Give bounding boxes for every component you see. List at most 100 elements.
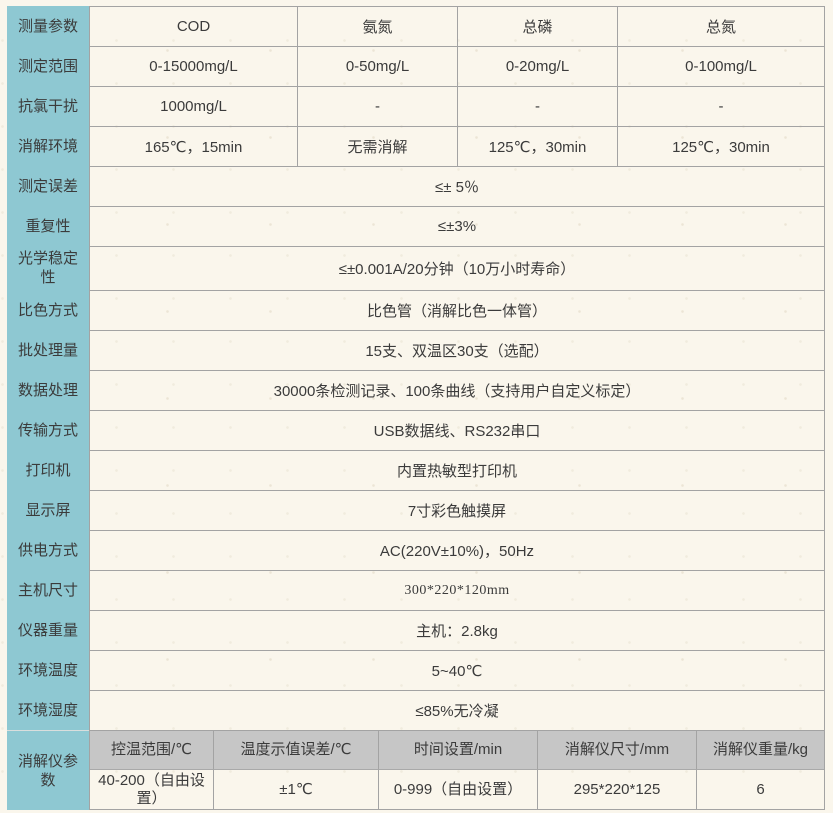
spec-value: 7寸彩色触摸屏 [407, 503, 507, 520]
range-cell-phosphorus: 0-20mg/L [457, 47, 617, 86]
row-ambient-temperature: 环境温度 5~40℃ [7, 650, 825, 690]
digester-value-weight: 6 [696, 770, 824, 809]
range-cell-ammonia: 0-50mg/L [297, 47, 457, 86]
row-content: 300*220*120mm [89, 570, 825, 610]
row-batch-capacity: 批处理量 15支、双温区30支（选配） [7, 330, 825, 370]
digestion-cell-cod: 165℃，15min [144, 139, 243, 156]
row-label: 显示屏 [7, 490, 89, 530]
param-cell-phosphorus: 总磷 [457, 7, 617, 46]
digester-header-time-setting: 时间设置/min [378, 731, 537, 770]
row-repeatability: 重复性 ≤±3% [7, 206, 825, 246]
row-label: 测定范围 [7, 46, 89, 86]
row-label: 重复性 [7, 206, 89, 246]
digester-header-temp-range: 控温范围/℃ [90, 731, 213, 770]
spec-value: ≤± 5％ [435, 179, 479, 196]
row-measure-param: 测量参数 COD 氨氮 总磷 总氮 [7, 6, 825, 46]
row-label: 环境湿度 [7, 690, 89, 730]
spec-value: USB数据线、RS232串口 [373, 423, 541, 440]
digester-header-row: 控温范围/℃ 温度示值误差/℃ 时间设置/min 消解仪尺寸/mm 消解仪重量/… [90, 731, 824, 770]
row-label: 环境温度 [7, 650, 89, 690]
row-content: AC(220V±10%)，50Hz [89, 530, 825, 570]
row-content: 165℃，15min 无需消解 125℃，30min 125℃，30min [89, 126, 825, 166]
row-label: 比色方式 [7, 290, 89, 330]
spec-table: 测量参数 COD 氨氮 总磷 总氮 测定范围 0-15000mg/L 0-50m… [7, 6, 825, 810]
row-range: 测定范围 0-15000mg/L 0-50mg/L 0-20mg/L 0-100… [7, 46, 825, 86]
row-content: 30000条检测记录、100条曲线（支持用户自定义标定） [89, 370, 825, 410]
spec-value: AC(220V±10%)，50Hz [379, 543, 535, 560]
row-digester-params: 消解仪参数 控温范围/℃ 温度示值误差/℃ 时间设置/min 消解仪尺寸/mm … [7, 730, 825, 810]
row-content: 15支、双温区30支（选配） [89, 330, 825, 370]
row-data-processing: 数据处理 30000条检测记录、100条曲线（支持用户自定义标定） [7, 370, 825, 410]
spec-value: 300*220*120mm [404, 582, 510, 598]
chlorine-cell-cod: 1000mg/L [160, 98, 227, 115]
row-content: 比色管（消解比色一体管） [89, 290, 825, 330]
param-cell-ammonia: 氨氮 [297, 7, 457, 46]
row-content: COD 氨氮 总磷 总氮 [89, 6, 825, 46]
digester-values-row: 40-200（自由设置） ±1℃ 0-999（自由设置） 295*220*125… [90, 770, 824, 809]
digestion-cell-nitrogen: 125℃，30min [617, 127, 824, 166]
row-label: 传输方式 [7, 410, 89, 450]
digester-value-size: 295*220*125 [537, 770, 696, 809]
digester-header-weight: 消解仪重量/kg [696, 731, 824, 770]
digester-value-time-setting: 0-999（自由设置） [378, 770, 537, 809]
row-optical-stability: 光学稳定性 ≤±0.001A/20分钟（10万小时寿命） [7, 246, 825, 290]
row-content: 5~40℃ [89, 650, 825, 690]
row-label: 光学稳定性 [7, 246, 89, 290]
row-label: 主机尺寸 [7, 570, 89, 610]
spec-value: 5~40℃ [431, 662, 483, 680]
range-cell-nitrogen: 0-100mg/L [617, 47, 824, 86]
chlorine-cell-ammonia: - [297, 87, 457, 126]
digester-value-temp-range: 40-200（自由设置） [98, 771, 205, 807]
row-content: USB数据线、RS232串口 [89, 410, 825, 450]
row-content: 主机：2.8kg [89, 610, 825, 650]
row-ambient-humidity: 环境湿度 ≤85%无冷凝 [7, 690, 825, 730]
spec-value: ≤85%无冷凝 [415, 703, 499, 720]
row-content: ≤85%无冷凝 [89, 690, 825, 730]
row-printer: 打印机 内置热敏型打印机 [7, 450, 825, 490]
row-transfer-mode: 传输方式 USB数据线、RS232串口 [7, 410, 825, 450]
param-cell-cod: COD [176, 18, 211, 35]
row-label: 批处理量 [7, 330, 89, 370]
chlorine-cell-phosphorus: - [457, 87, 617, 126]
spec-value: 30000条检测记录、100条曲线（支持用户自定义标定） [273, 383, 641, 400]
row-chlorine-resist: 抗氯干扰 1000mg/L - - - [7, 86, 825, 126]
row-power-supply: 供电方式 AC(220V±10%)，50Hz [7, 530, 825, 570]
range-cell-cod: 0-15000mg/L [149, 58, 238, 75]
digester-header-size: 消解仪尺寸/mm [537, 731, 696, 770]
digestion-cell-phosphorus: 125℃，30min [457, 127, 617, 166]
row-content: 1000mg/L - - - [89, 86, 825, 126]
row-label: 数据处理 [7, 370, 89, 410]
spec-value: 主机：2.8kg [416, 623, 498, 640]
row-digestion-env: 消解环境 165℃，15min 无需消解 125℃，30min 125℃，30m… [7, 126, 825, 166]
spec-value: ≤±3% [437, 218, 477, 235]
row-content: 7寸彩色触摸屏 [89, 490, 825, 530]
row-label: 仪器重量 [7, 610, 89, 650]
row-label: 消解环境 [7, 126, 89, 166]
row-content: ≤±3% [89, 206, 825, 246]
row-measure-error: 测定误差 ≤± 5％ [7, 166, 825, 206]
digester-header-temp-error: 温度示值误差/℃ [213, 731, 378, 770]
row-content: 内置热敏型打印机 [89, 450, 825, 490]
row-content: ≤±0.001A/20分钟（10万小时寿命） [89, 246, 825, 290]
digester-value-temp-error: ±1℃ [213, 770, 378, 809]
param-cell-nitrogen: 总氮 [617, 7, 824, 46]
digestion-cell-ammonia: 无需消解 [297, 127, 457, 166]
row-colorimetric-mode: 比色方式 比色管（消解比色一体管） [7, 290, 825, 330]
row-label: 测定误差 [7, 166, 89, 206]
digester-subtable: 控温范围/℃ 温度示值误差/℃ 时间设置/min 消解仪尺寸/mm 消解仪重量/… [89, 730, 825, 810]
row-content: ≤± 5％ [89, 166, 825, 206]
spec-value: 比色管（消解比色一体管） [366, 303, 547, 320]
spec-value: ≤±0.001A/20分钟（10万小时寿命） [338, 261, 576, 278]
row-host-size: 主机尺寸 300*220*120mm [7, 570, 825, 610]
row-label: 抗氯干扰 [7, 86, 89, 126]
row-label: 测量参数 [7, 6, 89, 46]
row-display: 显示屏 7寸彩色触摸屏 [7, 490, 825, 530]
row-label: 消解仪参数 [7, 730, 89, 810]
row-label: 打印机 [7, 450, 89, 490]
row-instrument-weight: 仪器重量 主机：2.8kg [7, 610, 825, 650]
row-content: 0-15000mg/L 0-50mg/L 0-20mg/L 0-100mg/L [89, 46, 825, 86]
row-label: 供电方式 [7, 530, 89, 570]
chlorine-cell-nitrogen: - [617, 87, 824, 126]
spec-value: 15支、双温区30支（选配） [365, 343, 549, 360]
